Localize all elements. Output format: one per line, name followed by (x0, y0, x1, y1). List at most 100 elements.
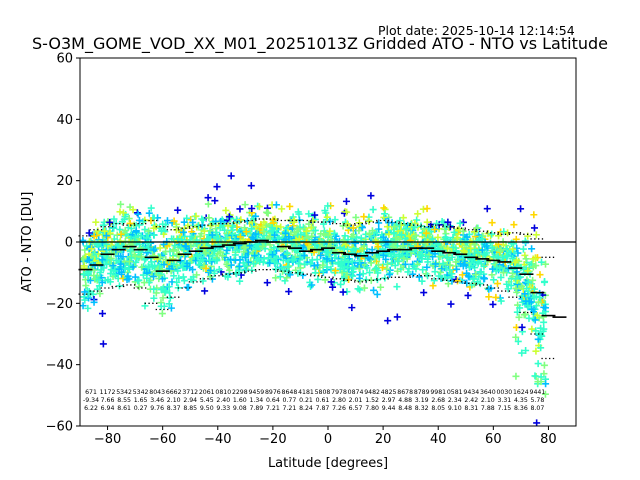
scatter-point (499, 254, 507, 262)
scatter-point (459, 254, 467, 262)
bin-stat-value: 7.21 (283, 405, 297, 412)
scatter-point (529, 263, 537, 271)
scatter-point (530, 211, 538, 219)
scatter-point (213, 257, 221, 265)
scatter-point (248, 225, 256, 233)
scatter-point (86, 276, 94, 284)
scatter-point (488, 230, 496, 238)
scatter-point (273, 222, 281, 230)
scatter-point (82, 282, 90, 290)
scatter-point (513, 244, 521, 252)
scatter-point (404, 268, 412, 276)
bin-stat-value: 3640 (480, 389, 496, 396)
x-tick-label: 60 (485, 432, 502, 447)
scatter-point (326, 217, 334, 225)
scatter-point (521, 251, 529, 259)
scatter-point (541, 304, 549, 312)
scatter-point (515, 313, 523, 321)
scatter-point (459, 247, 467, 254)
scatter-point (248, 233, 256, 241)
scatter-point (199, 216, 207, 224)
bin-stat-value: 7978 (331, 389, 347, 396)
scatter-point (80, 271, 88, 279)
scatter-point (504, 229, 512, 237)
scatter-point (525, 298, 533, 306)
scatter-point (330, 229, 338, 237)
scatter-point (125, 215, 133, 223)
scatter-point (150, 294, 158, 302)
scatter-point (121, 265, 129, 273)
scatter-point (227, 255, 235, 263)
scatter-point (423, 205, 431, 213)
scatter-point (202, 264, 210, 272)
scatter-point (175, 274, 183, 282)
scatter-point (401, 235, 409, 243)
scatter-point (170, 272, 178, 280)
scatter-point (180, 218, 188, 226)
bin-stat-value: 5.78 (531, 397, 545, 404)
scatter-point (493, 263, 501, 271)
scatter-point (280, 266, 288, 274)
scatter-point (201, 287, 209, 295)
scatter-point (521, 290, 529, 298)
scatter-point (310, 262, 318, 270)
scatter-point (240, 248, 248, 256)
scatter-point (131, 273, 139, 281)
scatter-point (135, 283, 143, 291)
scatter-point (429, 253, 437, 261)
bin-stat-value: 5808 (315, 389, 331, 396)
scatter-point (167, 304, 175, 312)
percentile-markers (78, 218, 556, 360)
scatter-point (81, 296, 89, 304)
scatter-point (103, 260, 111, 268)
scatter-point (396, 217, 404, 225)
scatter-point (494, 280, 502, 288)
bin-stat-value: 2.34 (448, 397, 462, 404)
scatter-point (482, 242, 490, 250)
scatter-point (246, 242, 254, 250)
scatter-point (522, 255, 530, 263)
scatter-point (345, 275, 353, 283)
scatter-point (283, 274, 291, 282)
scatter-point (385, 271, 393, 279)
scatter-point (456, 219, 464, 227)
scatter-point (286, 202, 294, 210)
scatter-point (235, 262, 243, 270)
scatter-point (107, 254, 115, 262)
scatter-point (145, 227, 153, 235)
scatter-point (270, 258, 278, 266)
scatter-point (521, 310, 529, 318)
scatter-point (204, 200, 212, 208)
bin-stat-value: 0.61 (316, 397, 330, 404)
scatter-point (533, 312, 541, 320)
scatter-point (442, 223, 450, 231)
bin-stat-value: 671 (85, 389, 97, 396)
scatter-point (530, 224, 538, 232)
scatter-point (315, 247, 323, 255)
scatter-point (380, 204, 388, 212)
scatter-point (81, 288, 89, 296)
bin-stat-value: 4.88 (398, 397, 412, 404)
scatter-point (211, 269, 219, 277)
scatter-points (79, 172, 550, 427)
scatter-point (360, 284, 368, 292)
bin-stat-value: 2.01 (349, 397, 363, 404)
scatter-point (165, 283, 173, 291)
scatter-point (200, 227, 208, 235)
scatter-point (263, 208, 271, 216)
x-tick-label: 20 (375, 432, 392, 447)
scatter-point (308, 256, 316, 264)
scatter-point (393, 313, 401, 321)
scatter-point (541, 390, 549, 398)
scatter-point (534, 360, 542, 368)
bin-stat-value: 2.94 (183, 397, 197, 404)
scatter-point (374, 243, 382, 251)
scatter-point (373, 276, 381, 284)
scatter-point (429, 282, 437, 290)
scatter-point (523, 285, 531, 293)
scatter-point (452, 258, 460, 266)
scatter-point (422, 229, 430, 237)
scatter-point (116, 208, 124, 216)
scatter-point (150, 272, 158, 280)
scatter-point (139, 218, 147, 226)
